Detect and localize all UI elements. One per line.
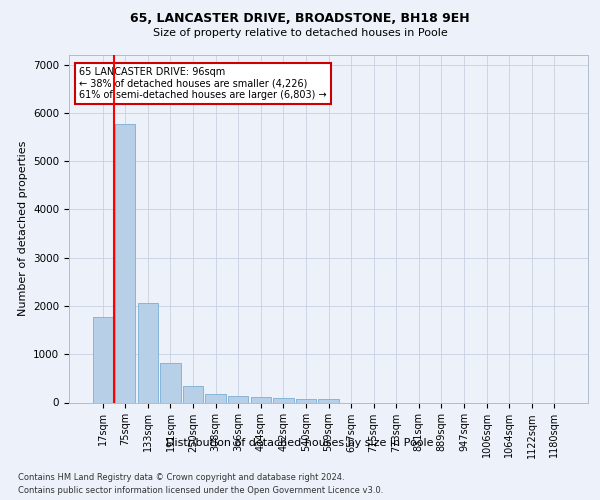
Text: Distribution of detached houses by size in Poole: Distribution of detached houses by size … xyxy=(166,438,434,448)
Bar xyxy=(205,394,226,402)
Y-axis label: Number of detached properties: Number of detached properties xyxy=(17,141,28,316)
Text: Size of property relative to detached houses in Poole: Size of property relative to detached ho… xyxy=(152,28,448,38)
Bar xyxy=(228,396,248,402)
Text: Contains public sector information licensed under the Open Government Licence v3: Contains public sector information licen… xyxy=(18,486,383,495)
Text: Contains HM Land Registry data © Crown copyright and database right 2024.: Contains HM Land Registry data © Crown c… xyxy=(18,472,344,482)
Bar xyxy=(273,398,293,402)
Bar xyxy=(183,386,203,402)
Bar xyxy=(92,316,113,402)
Bar xyxy=(319,399,338,402)
Bar xyxy=(160,363,181,403)
Bar xyxy=(251,397,271,402)
Text: 65, LANCASTER DRIVE, BROADSTONE, BH18 9EH: 65, LANCASTER DRIVE, BROADSTONE, BH18 9E… xyxy=(130,12,470,26)
Bar xyxy=(115,124,136,402)
Bar xyxy=(138,303,158,402)
Bar xyxy=(296,399,316,402)
Text: 65 LANCASTER DRIVE: 96sqm
← 38% of detached houses are smaller (4,226)
61% of se: 65 LANCASTER DRIVE: 96sqm ← 38% of detac… xyxy=(79,67,327,100)
